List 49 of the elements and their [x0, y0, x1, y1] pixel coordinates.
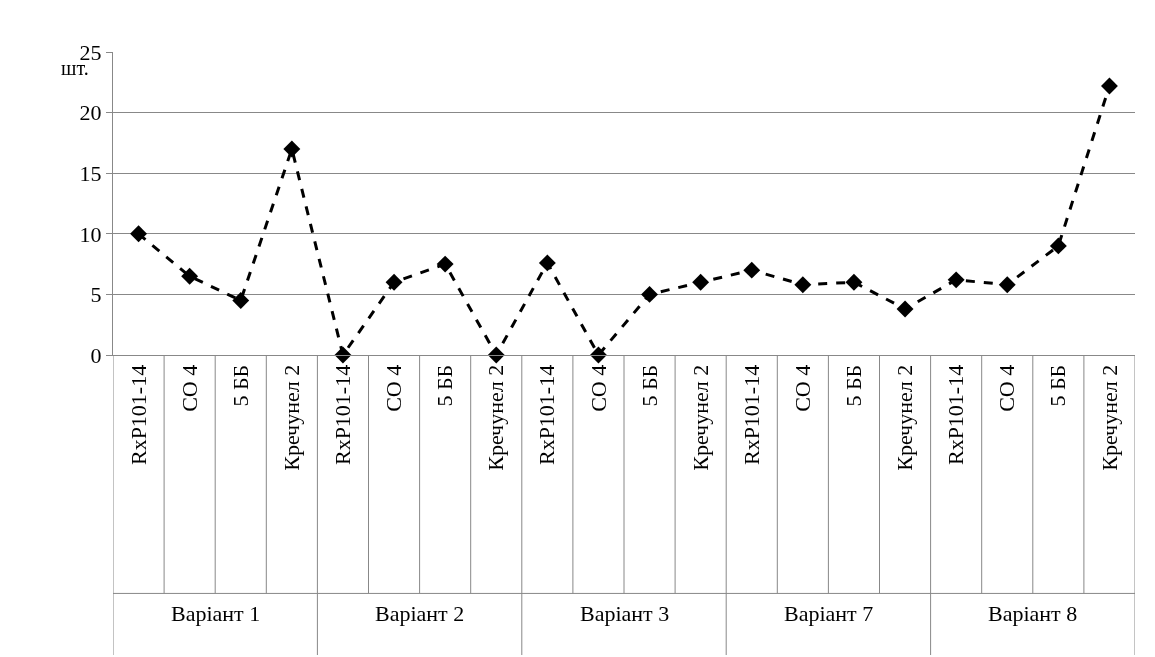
x-tick-label: CO 4: [585, 364, 611, 412]
x-tick-label: Кречунел 2: [892, 364, 918, 471]
y-tick-label: 15: [79, 160, 102, 186]
x-tick-label: 5 ББ: [1045, 364, 1071, 407]
y-tick-label: 20: [79, 100, 102, 126]
point: [1101, 77, 1118, 95]
point: [641, 285, 658, 303]
point: [1049, 237, 1067, 255]
x-tick-label: RxP101-14: [943, 364, 969, 466]
text: Варіант 1: [171, 601, 261, 626]
y-tick-label: 0: [90, 342, 102, 368]
x-tick-label: 5 ББ: [841, 364, 867, 407]
point: [130, 225, 147, 243]
text: Варіант 2: [375, 601, 465, 626]
text: Варіант 7: [784, 601, 874, 626]
x-tick-label: CO 4: [994, 364, 1020, 412]
y-tick-label: 10: [79, 221, 102, 247]
y-tick-label: 5: [90, 282, 102, 308]
x-tick-label: 5 ББ: [432, 364, 458, 407]
point: [998, 276, 1016, 294]
x-tick-label: CO 4: [381, 364, 407, 412]
x-tick-label: 5 ББ: [227, 364, 253, 407]
point: [232, 292, 250, 309]
text: Варіант 3: [580, 601, 670, 626]
x-tick-label: Кречунел 2: [483, 364, 509, 471]
point: [692, 273, 710, 291]
point: [436, 255, 454, 273]
x-tick-label: CO 4: [176, 364, 202, 412]
x-tick-label: RxP101-14: [125, 364, 151, 466]
point: [947, 271, 965, 289]
point: [794, 276, 812, 294]
x-tick-label: CO 4: [790, 364, 815, 412]
x-tick-label: Кречунел 2: [279, 364, 304, 471]
point: [181, 267, 199, 285]
point: [743, 261, 761, 279]
point: [538, 254, 556, 272]
point: [896, 300, 914, 318]
x-tick-label: Кречунел 2: [687, 364, 713, 471]
text: Варіант 8: [988, 601, 1078, 626]
point: [385, 273, 403, 291]
x-tick-label: 5 ББ: [636, 364, 662, 407]
x-tick-label: RxP101-14: [738, 364, 764, 466]
point: [283, 140, 301, 158]
x-tick-label: RxP101-14: [330, 364, 356, 466]
point: [487, 346, 505, 364]
x-tick-label: RxP101-14: [534, 364, 560, 466]
point: [334, 346, 352, 364]
point: [845, 273, 863, 291]
x-tick-label: Кречунел 2: [1096, 364, 1122, 471]
